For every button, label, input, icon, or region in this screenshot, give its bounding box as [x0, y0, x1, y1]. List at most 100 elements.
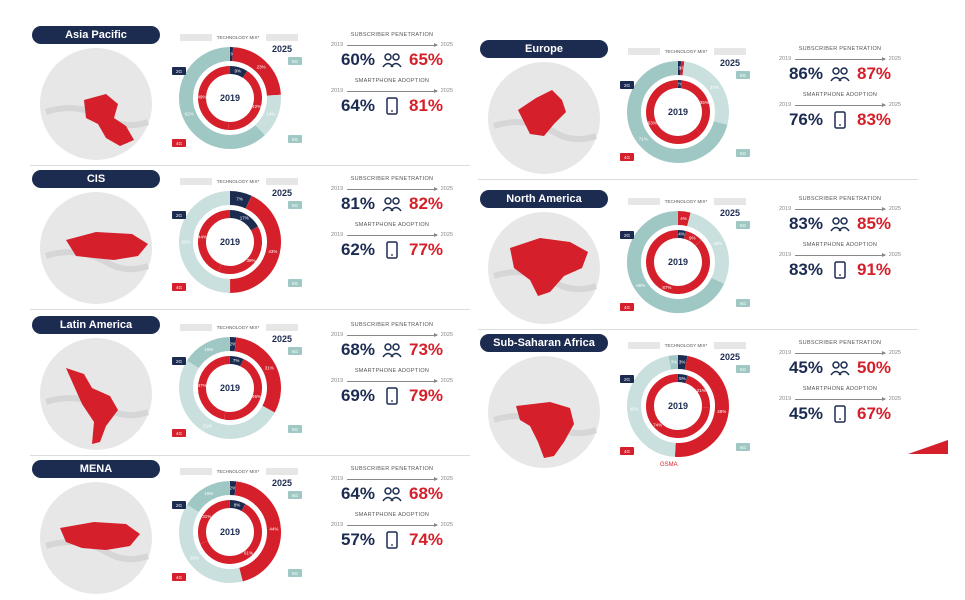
technology-mix-donut: TECHNOLOGY MIX*20251%23%14%62%9%42%49%20…	[170, 32, 306, 156]
year-2019: 2019	[779, 350, 791, 356]
spacer	[317, 504, 467, 512]
year-2025-label: 2025	[720, 208, 740, 218]
arrow-icon	[795, 105, 885, 106]
subscriber-penetration-caption: SUBSCRIBER PENETRATION	[317, 466, 467, 472]
year-2019: 2019	[779, 102, 791, 108]
subscriber-penetration: SUBSCRIBER PENETRATION 2019 2025 64%68%	[317, 466, 467, 504]
arrow-icon	[347, 525, 437, 526]
tech-mix-caption: TECHNOLOGY MIX*	[217, 179, 260, 184]
globe-map	[484, 206, 604, 326]
arrow-icon	[347, 335, 437, 336]
subscriber-penetration: SUBSCRIBER PENETRATION 2019 2025 83% 85%	[765, 196, 915, 234]
people-icon	[829, 65, 851, 83]
tech-chip-label: 5G	[292, 281, 299, 286]
ring-2019-label-3g: 42%	[252, 104, 261, 109]
year-2019: 2019	[331, 476, 343, 482]
subscriber-penetration-values: 60% 65%	[317, 50, 467, 70]
subscriber-penetration-2019-value: 60%	[341, 50, 375, 70]
subscriber-penetration-caption: SUBSCRIBER PENETRATION	[765, 196, 915, 202]
smartphone-adoption-2019-value: 64%	[341, 96, 375, 116]
year-2025-label: 2025	[272, 478, 292, 488]
region-badge: Latin America	[32, 316, 160, 334]
ring-2025-label-2g: 3%	[679, 360, 686, 365]
ring-2025-label-3g: 31%	[265, 366, 274, 371]
subscriber-penetration-values: 64%68%	[317, 484, 467, 504]
tech-mix-caption: TECHNOLOGY MIX*	[665, 49, 708, 54]
smartphone-icon	[381, 241, 403, 259]
smartphone-adoption-2019-value: 62%	[341, 240, 375, 260]
year-2025: 2025	[441, 88, 453, 94]
arrow-icon	[795, 59, 885, 60]
year-2025: 2025	[889, 350, 901, 356]
ring-2019-label-2g: 5%	[679, 376, 686, 381]
year-2019-label: 2019	[220, 383, 240, 393]
smartphone-icon	[381, 97, 403, 115]
smartphone-adoption-caption: SMARTPHONE ADOPTION	[765, 92, 915, 98]
tech-chip-label: 4G	[624, 449, 631, 454]
smartphone-adoption-2025-value: 83%	[857, 110, 891, 130]
year-2019-label: 2019	[668, 401, 688, 411]
globe-map	[36, 42, 156, 162]
tech-chip-label: 2G	[624, 233, 631, 238]
smartphone-adoption-caption: SMARTPHONE ADOPTION	[317, 512, 467, 518]
smartphone-adoption-2025-value: 81%	[409, 96, 443, 116]
smartphone-adoption-2019-value: 57%	[341, 530, 375, 550]
region-badge: North America	[480, 190, 608, 208]
tech-chip-label: 5G	[292, 349, 299, 354]
year-2019-label: 2019	[668, 257, 688, 267]
panel-divider	[30, 455, 470, 456]
ring-2019-segment-3g	[687, 379, 706, 407]
ring-2019-label-4g: 74%	[653, 423, 662, 428]
arrow-icon	[795, 209, 885, 210]
subscriber-penetration-2025-value: 73%	[409, 340, 443, 360]
year-2019: 2019	[779, 206, 791, 212]
ring-2025-label-4g: 50%	[181, 240, 190, 245]
arrow-icon	[347, 381, 437, 382]
year-2019-label: 2019	[220, 237, 240, 247]
smartphone-icon	[381, 531, 403, 549]
region-badge: Sub-Saharan Africa	[480, 334, 608, 352]
year-2019-label: 2019	[220, 93, 240, 103]
year-2025-label: 2025	[720, 58, 740, 68]
year-2025: 2025	[441, 378, 453, 384]
ring-2025-label-2g: 2%	[230, 486, 237, 491]
ring-2025-label-3g: 43%	[268, 249, 277, 254]
tech-chip-label: 2G	[176, 503, 183, 508]
subscriber-penetration-2019-value: 45%	[789, 358, 823, 378]
year-2025: 2025	[441, 476, 453, 482]
globe-map	[484, 56, 604, 176]
subscriber-penetration-2025-value: 85%	[857, 214, 891, 234]
tech-chip-label: 5G	[740, 445, 747, 450]
subscriber-penetration-2025-value: 68%	[409, 484, 443, 504]
subscriber-penetration-values: 68%73%	[317, 340, 467, 360]
region-badge: MENA	[32, 460, 160, 478]
people-icon	[829, 215, 851, 233]
ring-2025-label-5g: 3%	[671, 360, 678, 365]
subscriber-penetration-2019-value: 83%	[789, 214, 823, 234]
panel-divider	[478, 179, 918, 180]
year-2025: 2025	[441, 522, 453, 528]
panel-divider	[478, 329, 918, 330]
tech-mix-caption: TECHNOLOGY MIX*	[217, 469, 260, 474]
smartphone-adoption-2019-value: 83%	[789, 260, 823, 280]
year-2025: 2025	[889, 206, 901, 212]
ring-2025-segment-4g	[186, 509, 241, 577]
ring-2025-label-3g: 44%	[269, 527, 278, 532]
ring-2025-label-2g: 2%	[230, 342, 237, 347]
subscriber-penetration-values: 81%82%	[317, 194, 467, 214]
year-2025: 2025	[441, 42, 453, 48]
subscriber-penetration-2025-value: 65%	[409, 50, 443, 70]
ring-2019-label-2g: 17%	[240, 215, 249, 220]
ring-2019-label-4g: 87%	[662, 285, 671, 290]
subscriber-penetration-caption: SUBSCRIBER PENETRATION	[765, 340, 915, 346]
